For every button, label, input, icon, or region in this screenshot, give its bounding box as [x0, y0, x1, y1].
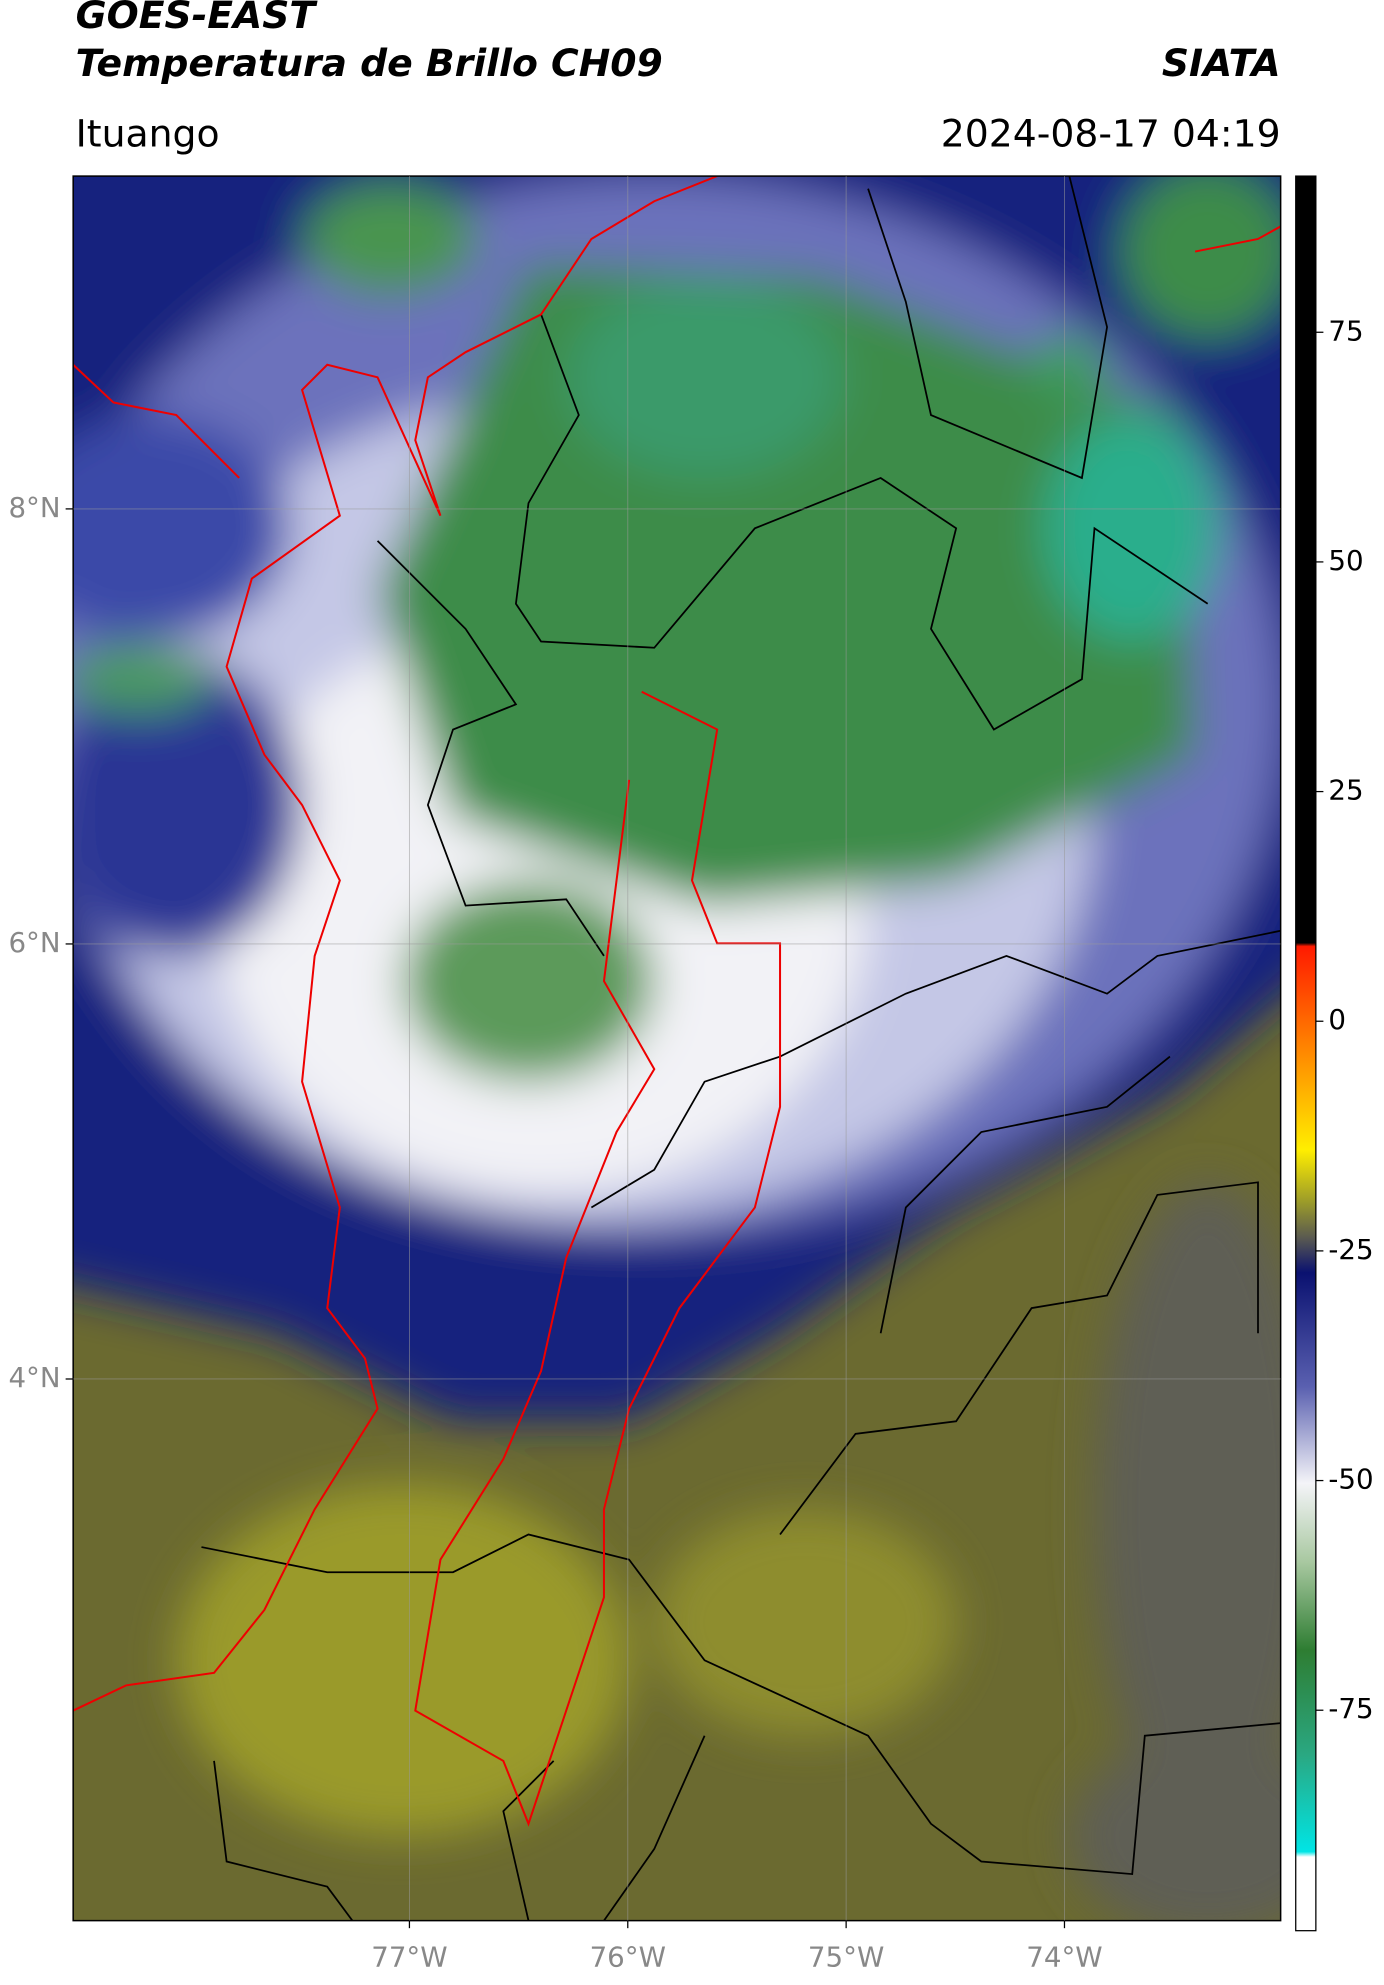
map-frame	[72, 175, 1282, 1922]
source: SIATA	[1162, 41, 1281, 85]
colorbar-tick-label: -50	[1328, 1463, 1373, 1496]
colorbar-tick-label: -25	[1328, 1233, 1373, 1266]
datetime: 2024-08-17 04:19	[941, 111, 1281, 155]
colorbar-tick-label: 75	[1328, 314, 1363, 347]
colorbar	[1295, 175, 1317, 1932]
colorbar-tick-label: 50	[1328, 544, 1363, 577]
x-tick-label: 74°W	[1026, 1940, 1102, 1973]
colorbar-tick-label: 25	[1328, 774, 1363, 807]
boundaries	[201, 176, 1281, 1921]
colorbar-tick-label: 0	[1328, 1003, 1346, 1036]
x-tick-label: 75°W	[808, 1940, 884, 1973]
satellite-image	[73, 176, 1281, 1921]
colorbar-tick-label: -75	[1328, 1692, 1373, 1725]
coastline-outline	[73, 176, 1281, 1827]
y-tick-label: 6°N	[8, 926, 60, 959]
x-tick-label: 76°W	[590, 1940, 666, 1973]
y-tick-label: 4°N	[8, 1361, 60, 1394]
location: Ituango	[76, 111, 220, 155]
subtitle: Temperatura de Brillo CH09	[76, 41, 663, 85]
x-tick-label: 77°W	[371, 1940, 447, 1973]
y-tick-label: 8°N	[8, 491, 60, 524]
title: GOES-EAST	[76, 0, 319, 37]
